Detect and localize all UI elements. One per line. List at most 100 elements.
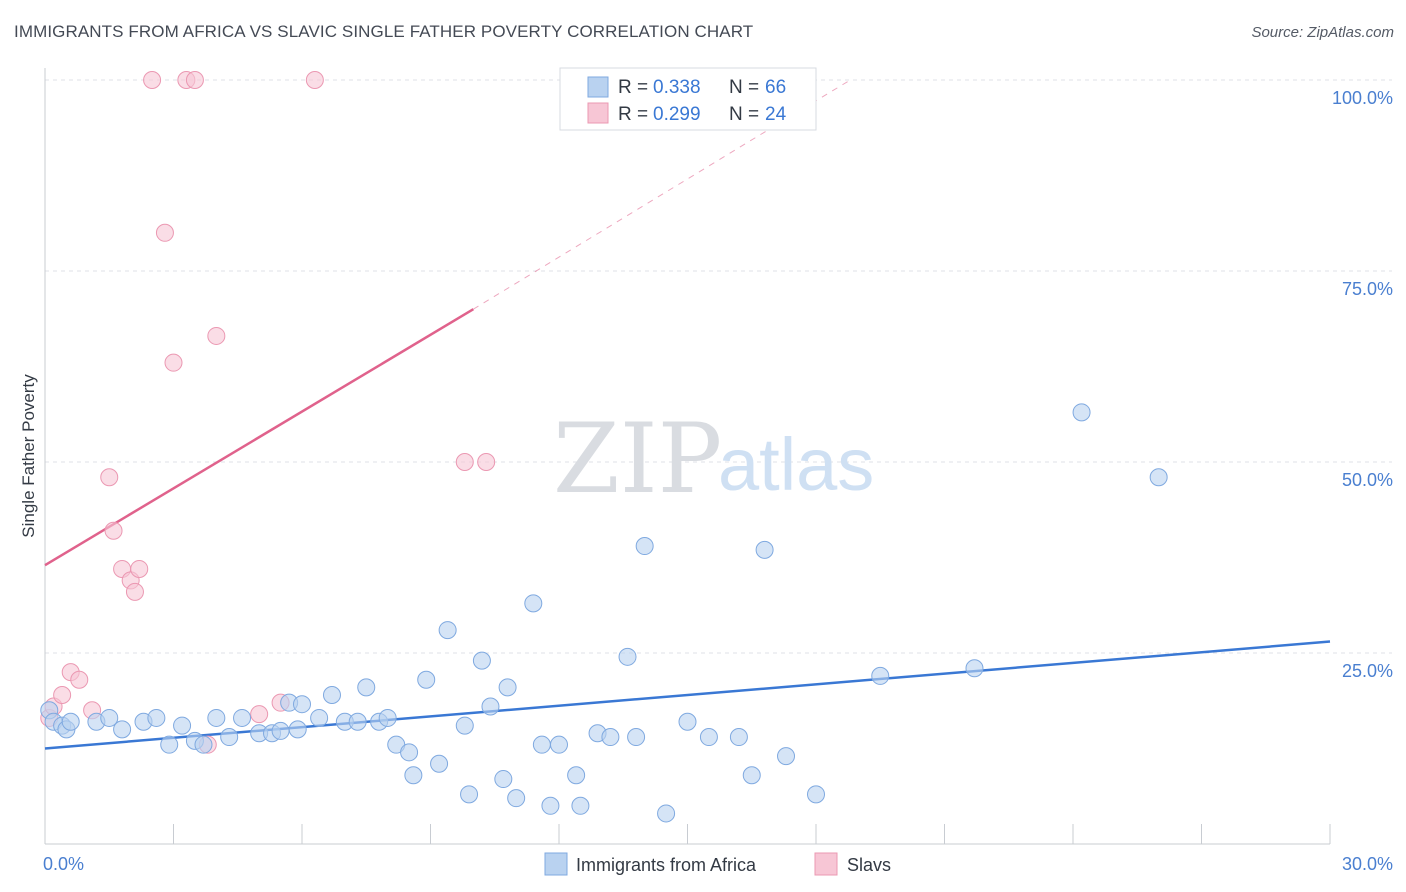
africa-point-39 [481,697,500,716]
legend-n-value-blue: 66 [765,77,786,98]
africa-point-62 [871,666,890,685]
africa-point-7 [113,720,132,739]
africa-point-56 [699,728,718,747]
africa-point-43 [524,594,543,613]
trendline-slavs-extension [473,79,851,310]
legend-r-label-blue: R = [618,77,648,98]
africa-point-38 [472,651,491,670]
slavs-point-23 [477,453,496,471]
africa-point-57 [729,728,748,747]
africa-point-53 [635,537,654,556]
legend-n-label-blue: N = [729,77,759,98]
africa-point-21 [288,720,307,739]
africa-point-50 [601,728,620,747]
watermark-atlas: atlas [718,423,874,506]
bottom-legend-swatch-pink [814,852,838,876]
watermark: ZIP atlas [553,403,874,515]
x-tick-label-min: 0.0% [43,854,84,874]
africa-point-58 [742,766,761,785]
africa-point-26 [348,712,367,731]
africa-point-14 [207,708,226,727]
legend-swatch-pink [587,102,609,124]
africa-point-64 [1072,403,1091,422]
axis-layer: 25.0% 50.0% 75.0% 100.0% 0.0% 30.0% [43,68,1393,874]
legend-r-value-pink: 0.299 [653,104,701,125]
africa-point-36 [455,716,474,735]
bottom-legend: Immigrants from Africa Slavs [544,852,891,876]
grid-layer [45,79,1392,654]
africa-point-13 [194,735,213,754]
africa-point-46 [550,735,568,754]
africa-point-10 [160,735,179,754]
legend-r-value-blue: 0.338 [653,77,701,98]
legend-r-label-pink: R = [618,104,648,125]
africa-point-24 [322,686,341,705]
africa-point-19 [271,721,290,740]
africa-point-61 [807,785,825,804]
slavs-point-21 [305,71,324,89]
bottom-legend-label-blue: Immigrants from Africa [576,855,757,875]
africa-point-41 [498,678,517,697]
trendline-immigrants-from-africa [44,640,1331,750]
africa-point-52 [627,728,646,747]
slavs-point-7 [104,521,123,540]
africa-point-51 [618,647,637,666]
africa-point-35 [438,621,457,640]
legend-n-value-pink: 24 [765,104,787,125]
africa-point-23 [310,708,329,727]
africa-point-27 [357,678,376,697]
slavs-point-4 [70,670,89,689]
africa-point-29 [378,708,397,727]
africa-point-40 [494,770,513,789]
points-layer [40,71,1168,823]
africa-point-55 [678,712,697,731]
africa-point-65 [1149,468,1168,487]
top-legend: R = 0.338 N = 66 R = 0.299 N = 24 [559,67,817,131]
africa-point-63 [965,659,984,678]
chart-title: IMMIGRANTS FROM AFRICA VS SLAVIC SINGLE … [14,22,754,41]
bottom-legend-swatch-blue [544,852,568,876]
y-tick-label-100: 100.0% [1332,88,1393,108]
africa-point-11 [173,716,192,735]
legend-n-label-pink: N = [729,104,759,125]
y-axis-label: Single Father Poverty [19,374,38,538]
y-tick-label-75: 75.0% [1342,279,1393,299]
legend-swatch-blue [587,76,609,98]
africa-point-16 [233,708,252,727]
africa-point-54 [657,804,676,823]
watermark-zip: ZIP [553,403,722,515]
africa-point-42 [507,789,526,808]
x-tick-label-max: 30.0% [1342,854,1393,874]
y-tick-label-50: 50.0% [1342,470,1393,490]
slavs-point-2 [53,686,72,705]
slavs-point-16 [185,71,204,89]
slavs-point-6 [100,468,119,487]
africa-point-45 [541,796,560,815]
africa-point-37 [460,785,479,804]
africa-point-59 [755,540,774,559]
africa-point-32 [404,766,423,785]
slavs-point-13 [155,223,174,242]
africa-point-44 [532,735,551,754]
africa-point-47 [567,766,586,785]
africa-point-4 [61,712,80,731]
africa-point-34 [430,754,449,773]
africa-point-22 [293,695,311,714]
slavs-point-12 [143,71,162,89]
slavs-point-11 [130,559,149,578]
slavs-point-10 [125,582,144,601]
y-tick-label-25: 25.0% [1342,661,1393,681]
africa-point-48 [571,796,590,815]
slavs-point-19 [250,705,269,724]
africa-point-15 [220,728,239,747]
africa-point-60 [777,747,796,766]
chart-source: Source: ZipAtlas.com [1251,24,1394,41]
slavs-point-22 [455,453,474,471]
africa-point-9 [147,708,166,727]
africa-point-31 [400,743,419,762]
africa-point-6 [100,708,119,727]
slavs-point-14 [164,353,183,372]
slavs-point-18 [207,326,226,345]
africa-point-33 [417,670,436,689]
